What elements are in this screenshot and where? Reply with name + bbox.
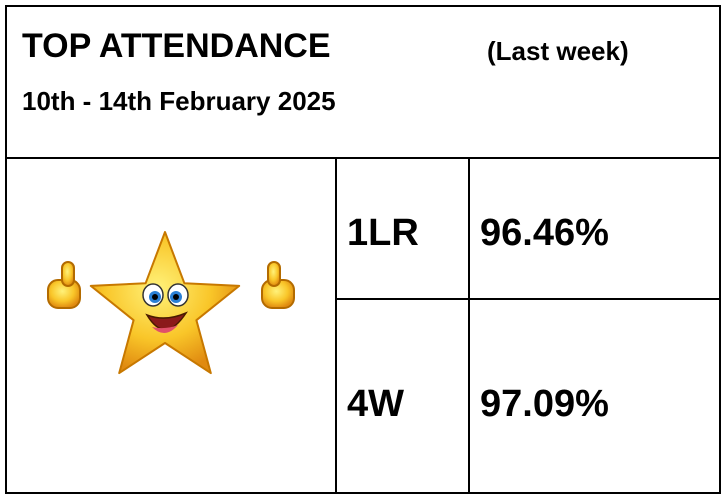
attendance: 97.09% xyxy=(480,383,609,426)
page: TOP ATTENDANCE (Last week) 10th - 14th F… xyxy=(0,0,725,498)
star xyxy=(91,232,239,373)
class-name: 4W xyxy=(347,383,404,426)
thumb-left xyxy=(48,262,80,308)
note: (Last week) xyxy=(487,36,629,67)
star-emoji xyxy=(0,0,335,498)
thumb-right xyxy=(262,262,294,308)
attendance: 96.46% xyxy=(480,212,609,255)
class-name: 1LR xyxy=(347,212,419,255)
